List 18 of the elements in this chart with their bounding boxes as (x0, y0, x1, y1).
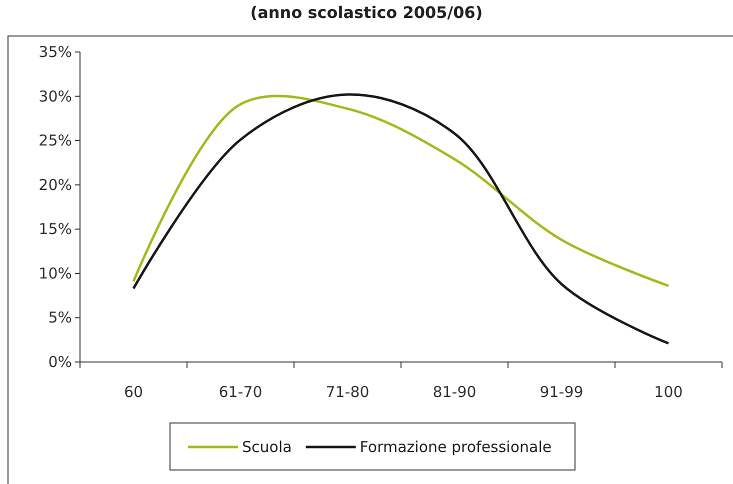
y-tick-label: 25% (38, 132, 72, 150)
chart-title: (anno scolastico 2005/06) (250, 3, 483, 22)
y-tick-label: 5% (48, 308, 72, 327)
legend-label: Formazione professionale (360, 438, 552, 456)
x-tick-label: 91-99 (540, 383, 584, 401)
line-series (132, 93, 670, 345)
y-tick-label: 15% (38, 220, 72, 238)
x-tick-label: 71-80 (326, 383, 370, 401)
y-tick-label: 10% (38, 264, 72, 282)
legend-label: Scuola (242, 438, 292, 456)
y-tick-label: 35% (38, 43, 72, 61)
y-tick-label: 30% (38, 87, 72, 106)
x-tick-label: 81-90 (432, 383, 476, 401)
x-tick-label: 100 (654, 383, 683, 401)
y-tick-label: 20% (38, 176, 72, 194)
x-tick-label: 60 (124, 383, 144, 401)
y-tick-label: 0% (48, 353, 72, 371)
x-tick-label: 61-70 (218, 383, 262, 401)
